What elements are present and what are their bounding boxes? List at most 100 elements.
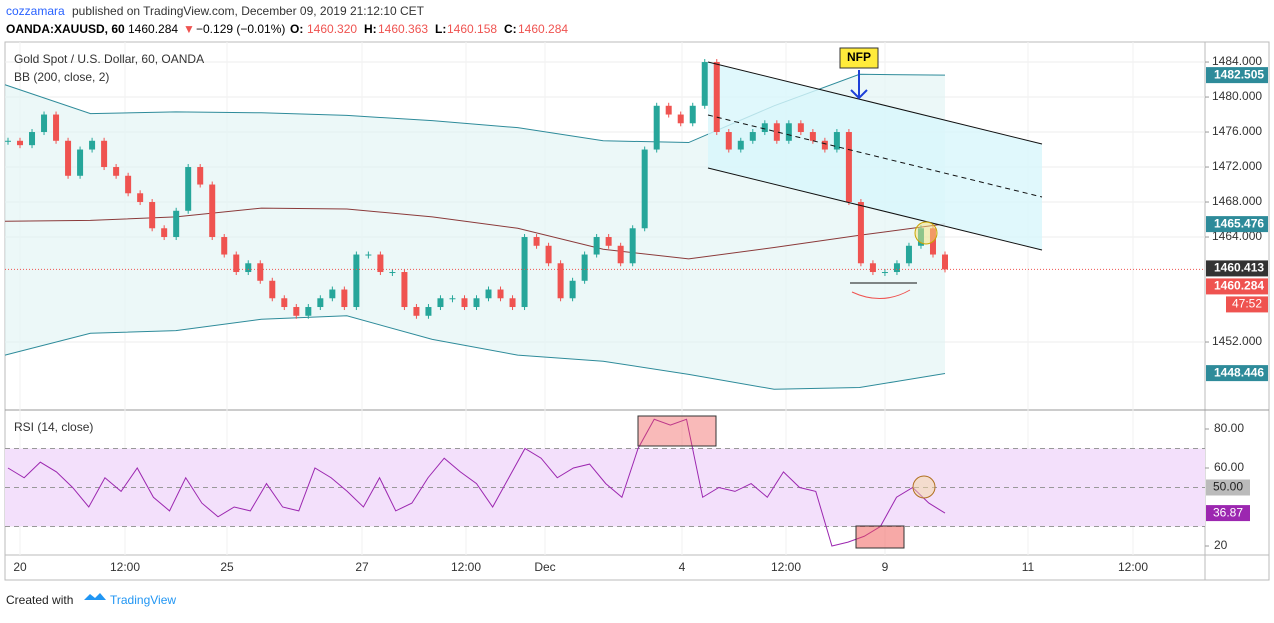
y-tick-label: 1476.000 — [1212, 124, 1262, 138]
candle — [173, 210, 180, 238]
symbol: OANDA:XAUUSD, 60 — [6, 22, 125, 36]
candle — [797, 123, 804, 133]
candle — [605, 237, 612, 246]
candle — [725, 132, 732, 150]
candle — [137, 193, 144, 203]
candle — [233, 254, 240, 273]
candle — [942, 254, 948, 270]
candle — [65, 140, 72, 176]
ohlc-line: OANDA:XAUUSD, 60 1460.284 ▼ −0.129 (−0.0… — [6, 22, 568, 36]
y-tick-label: 1484.000 — [1212, 54, 1262, 68]
candle — [425, 307, 432, 316]
x-tick-label: 12:00 — [771, 560, 801, 574]
candle — [401, 272, 408, 308]
candle — [257, 263, 264, 281]
h: 1460.363 — [378, 22, 428, 36]
candle — [497, 289, 504, 299]
x-tick-label: 4 — [679, 560, 686, 574]
candle — [869, 263, 876, 273]
bb-title: BB (200, close, 2) — [14, 70, 109, 84]
rsi-badge — [1206, 505, 1250, 522]
candle — [269, 280, 276, 299]
bottom-arc — [851, 289, 911, 299]
price-badge-label: 1460.413 — [1214, 261, 1264, 275]
candle — [509, 298, 516, 308]
price-badge — [1206, 278, 1268, 295]
published: published on TradingView.com, December 0… — [72, 4, 425, 18]
bb-line — [4, 207, 946, 260]
candle — [161, 228, 168, 238]
candle — [845, 132, 852, 203]
channel-top — [707, 61, 1043, 145]
candle — [5, 140, 11, 142]
channel-bottom — [707, 167, 1043, 251]
price-badge-label: 1482.505 — [1214, 67, 1264, 81]
countdown-badge — [1226, 296, 1268, 313]
author[interactable]: cozzamara — [6, 4, 65, 18]
candle — [77, 149, 84, 176]
rsi-tick-label: 80.00 — [1214, 421, 1244, 435]
price-badge — [1206, 365, 1268, 382]
candle — [641, 149, 648, 229]
candle — [773, 123, 780, 141]
rsi-title: RSI (14, close) — [14, 420, 93, 434]
candle — [293, 307, 300, 316]
l: 1460.158 — [447, 22, 497, 36]
candle — [89, 140, 96, 150]
candle — [653, 105, 660, 150]
candle — [281, 298, 288, 308]
candle — [533, 237, 540, 246]
candle — [53, 114, 60, 141]
y-tick-label: 1464.000 — [1212, 229, 1262, 243]
candle — [581, 254, 588, 281]
candle — [305, 307, 312, 316]
candle — [125, 175, 132, 194]
countdown: 47:52 — [1232, 297, 1262, 311]
candle — [785, 123, 792, 141]
candle — [809, 132, 816, 141]
candle — [761, 123, 768, 133]
candle — [677, 114, 684, 124]
y-tick-label: 1472.000 — [1212, 159, 1262, 173]
x-tick-label: 20 — [13, 560, 27, 574]
bb-line — [4, 315, 946, 390]
candle — [617, 245, 624, 264]
candle — [689, 105, 696, 124]
x-tick-label: 12:00 — [1118, 560, 1148, 574]
l-label: L: — [435, 22, 446, 36]
channel-mid — [707, 114, 1043, 198]
x-tick-label: Dec — [534, 560, 555, 574]
oversold-box — [855, 525, 905, 549]
x-tick-label: 12:00 — [110, 560, 140, 574]
price-badge — [1206, 260, 1268, 277]
main-pane — [5, 59, 1205, 319]
change: −0.129 (−0.01%) — [196, 22, 285, 36]
candle — [329, 289, 336, 299]
candle — [665, 105, 672, 115]
candle — [713, 62, 720, 133]
x-tick-label: 9 — [882, 560, 889, 574]
candle — [461, 298, 468, 308]
nfp-label: NFP — [847, 50, 871, 64]
candle — [113, 167, 120, 176]
created-with: Created with — [6, 593, 73, 607]
candle — [485, 289, 492, 299]
candle — [593, 237, 600, 255]
y-tick-label: 1452.000 — [1212, 334, 1262, 348]
candle — [893, 263, 900, 273]
brand[interactable]: TradingView — [110, 593, 176, 607]
rsi-pane — [5, 418, 1205, 547]
price-badge-label: 1460.284 — [1214, 279, 1264, 293]
candle — [449, 298, 456, 300]
candle — [821, 140, 828, 150]
o: 1460.320 — [307, 22, 357, 36]
candle — [701, 62, 708, 106]
c: 1460.284 — [518, 22, 568, 36]
price-badge — [1206, 67, 1268, 84]
candle — [365, 254, 372, 256]
candle — [209, 184, 216, 238]
candle — [245, 263, 252, 273]
candle — [629, 228, 636, 264]
h-label: H: — [364, 22, 377, 36]
